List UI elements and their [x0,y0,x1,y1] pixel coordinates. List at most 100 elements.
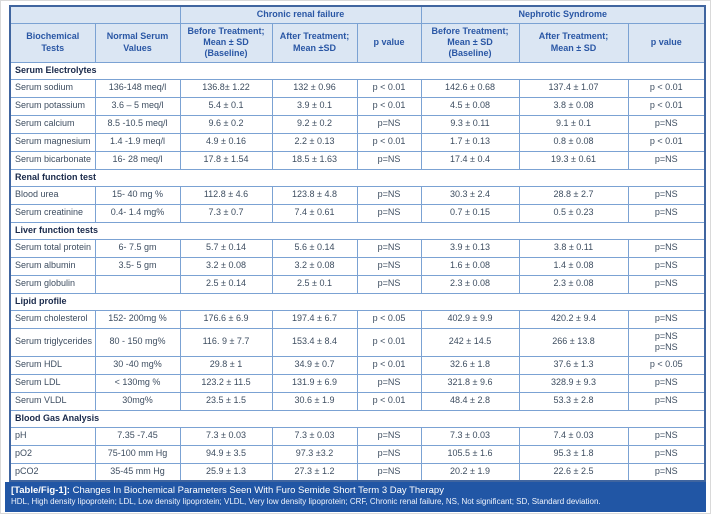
ns-after-cell: 3.8 ± 0.08 [518,96,629,116]
crf-after-cell: 2.5 ± 0.1 [271,274,358,294]
crf-p-cell: p=NS [356,462,422,482]
table-row: Serum magnesium 1.4 -1.9 meq/l 4.9 ± 0.16 2… [9,132,706,152]
biochemical-parameters-table-wrap: Chronic renal failure Nephrotic Syndrome… [9,5,707,482]
ns-after-cell: 266 ± 13.8 [518,327,629,357]
group-header-crf: Chronic renal failure [179,5,422,24]
crf-after-cell: 5.6 ± 0.14 [271,238,358,258]
crf-p-cell: p < 0.01 [356,78,422,98]
ns-after-cell: 0.8 ± 0.08 [518,132,629,152]
col-header-normal-values: Normal Serum Values [94,22,181,63]
crf-after-cell: 27.3 ± 1.2 [271,462,358,482]
ns-before-cell: 20.2 ± 1.9 [420,462,520,482]
ns-before-cell: 7.3 ± 0.03 [420,426,520,446]
section-row: Blood Gas Analysis [9,409,706,428]
ns-after-cell: 3.8 ± 0.11 [518,238,629,258]
test-name-cell: pO2 [9,444,96,464]
crf-before-cell: 25.9 ± 1.3 [179,462,273,482]
crf-p-cell: p < 0.01 [356,96,422,116]
crf-before-cell: 7.3 ± 0.7 [179,203,273,223]
corner-cell [9,5,181,24]
ns-p-cell: p=NS [627,373,706,393]
crf-before-cell: 23.5 ± 1.5 [179,391,273,411]
table-row: Blood urea 15- 40 mg % 112.8 ± 4.6 123.8 ± … [9,185,706,205]
section-row: Renal function test [9,168,706,187]
ns-before-cell: 30.3 ± 2.4 [420,185,520,205]
ns-after-cell: 37.6 ± 1.3 [518,355,629,375]
table-row: Serum globulin 2.5 ± 0.14 2.5 ± 0.1 p=NS 2.3… [9,274,706,294]
table-row: Serum triglycerides 80 - 150 mg% 116. 9 ± … [9,327,706,357]
ns-p-cell: p=NS [627,185,706,205]
section-row: Lipid profile [9,292,706,311]
normal-value-cell: 30mg% [94,391,181,411]
ns-before-cell: 4.5 ± 0.08 [420,96,520,116]
col-header-crf-p: p value [356,22,422,63]
crf-p-cell: p=NS [356,256,422,276]
ns-p-cell: p=NS [627,426,706,446]
caption-title-line: [Table/Fig-1]: Changes In Biochemical Pa… [11,485,700,497]
ns-after-cell: 19.3 ± 0.61 [518,150,629,170]
table-row: Serum total protein 6- 7.5 gm 5.7 ± 0.14 5.… [9,238,706,258]
section-title: Liver function tests [9,221,706,240]
ns-after-cell: 328.9 ± 9.3 [518,373,629,393]
crf-after-cell: 153.4 ± 8.4 [271,327,358,357]
crf-p-cell: p < 0.01 [356,355,422,375]
crf-p-cell: p=NS [356,426,422,446]
table-row: Serum potassium 3.6 – 5 meq/l 5.4 ± 0.1 3.9… [9,96,706,116]
crf-after-cell: 132 ± 0.96 [271,78,358,98]
normal-value-cell: 152- 200mg % [94,309,181,329]
ns-before-cell: 1.7 ± 0.13 [420,132,520,152]
crf-after-cell: 9.2 ± 0.2 [271,114,358,134]
ns-p-cell: p=NS [627,150,706,170]
col-header-ns-before: Before Treatment; Mean ± SD (Baseline) [420,22,520,63]
crf-after-cell: 18.5 ± 1.63 [271,150,358,170]
test-name-cell: Serum triglycerides [9,327,96,357]
crf-before-cell: 2.5 ± 0.14 [179,274,273,294]
ns-p-cell: p=NS [627,309,706,329]
test-name-cell: Serum sodium [9,78,96,98]
crf-p-cell: p=NS [356,203,422,223]
section-row: Serum Electrolytes [9,61,706,80]
section-row: Liver function tests [9,221,706,240]
crf-after-cell: 2.2 ± 0.13 [271,132,358,152]
table-row: pCO2 35-45 mm Hg 25.9 ± 1.3 27.3 ± 1.2 p=NS 2… [9,462,706,482]
ns-p-cell: p=NS [627,444,706,464]
test-name-cell: Serum magnesium [9,132,96,152]
normal-value-cell: 30 -40 mg% [94,355,181,375]
crf-before-cell: 123.2 ± 11.5 [179,373,273,393]
caption-tag: [Table/Fig-1]: [11,485,70,496]
crf-before-cell: 3.2 ± 0.08 [179,256,273,276]
ns-after-cell: 28.8 ± 2.7 [518,185,629,205]
crf-after-cell: 3.2 ± 0.08 [271,256,358,276]
ns-p-cell: p=NS [627,203,706,223]
normal-value-cell: 15- 40 mg % [94,185,181,205]
crf-before-cell: 112.8 ± 4.6 [179,185,273,205]
crf-before-cell: 116. 9 ± 7.7 [179,327,273,357]
ns-before-cell: 0.7 ± 0.15 [420,203,520,223]
crf-after-cell: 30.6 ± 1.9 [271,391,358,411]
ns-before-cell: 242 ± 14.5 [420,327,520,357]
normal-value-cell: 1.4 -1.9 meq/l [94,132,181,152]
normal-value-cell [94,274,181,294]
table-row: pH 7.35 -7.45 7.3 ± 0.03 7.3 ± 0.03 p=NS 7.3 … [9,426,706,446]
normal-value-cell: 6- 7.5 gm [94,238,181,258]
test-name-cell: pCO2 [9,462,96,482]
col-header-biochemical-tests: Biochemical Tests [9,22,96,63]
table-row: Serum creatinine 0.4- 1.4 mg% 7.3 ± 0.7 7.4… [9,203,706,223]
ns-p-cell: p=NS [627,238,706,258]
section-title: Renal function test [9,168,706,187]
ns-p-cell: p=NS [627,114,706,134]
crf-p-cell: p < 0.01 [356,391,422,411]
group-header-row: Chronic renal failure Nephrotic Syndrome [9,5,706,24]
test-name-cell: Serum total protein [9,238,96,258]
table-row: Serum calcium 8.5 -10.5 meq/l 9.6 ± 0.2 9.2… [9,114,706,134]
crf-before-cell: 17.8 ± 1.54 [179,150,273,170]
crf-before-cell: 5.4 ± 0.1 [179,96,273,116]
test-name-cell: Serum creatinine [9,203,96,223]
test-name-cell: Serum globulin [9,274,96,294]
table-row: Serum albumin 3.5- 5 gm 3.2 ± 0.08 3.2 ± 0.… [9,256,706,276]
test-name-cell: pH [9,426,96,446]
ns-before-cell: 32.6 ± 1.8 [420,355,520,375]
table-row: Serum HDL 30 -40 mg% 29.8 ± 1 34.9 ± 0.7 p <… [9,355,706,375]
ns-p-cell: p < 0.01 [627,96,706,116]
group-header-ns: Nephrotic Syndrome [420,5,706,24]
